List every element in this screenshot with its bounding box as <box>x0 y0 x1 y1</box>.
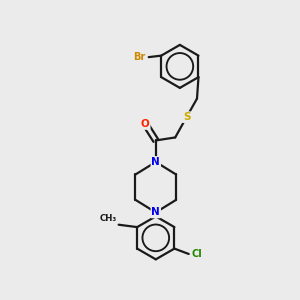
Text: O: O <box>141 119 150 129</box>
Text: Br: Br <box>134 52 146 62</box>
Text: N: N <box>152 207 160 218</box>
Text: Cl: Cl <box>192 249 203 259</box>
Text: S: S <box>183 112 190 122</box>
Text: CH₃: CH₃ <box>100 214 117 223</box>
Text: N: N <box>152 157 160 167</box>
